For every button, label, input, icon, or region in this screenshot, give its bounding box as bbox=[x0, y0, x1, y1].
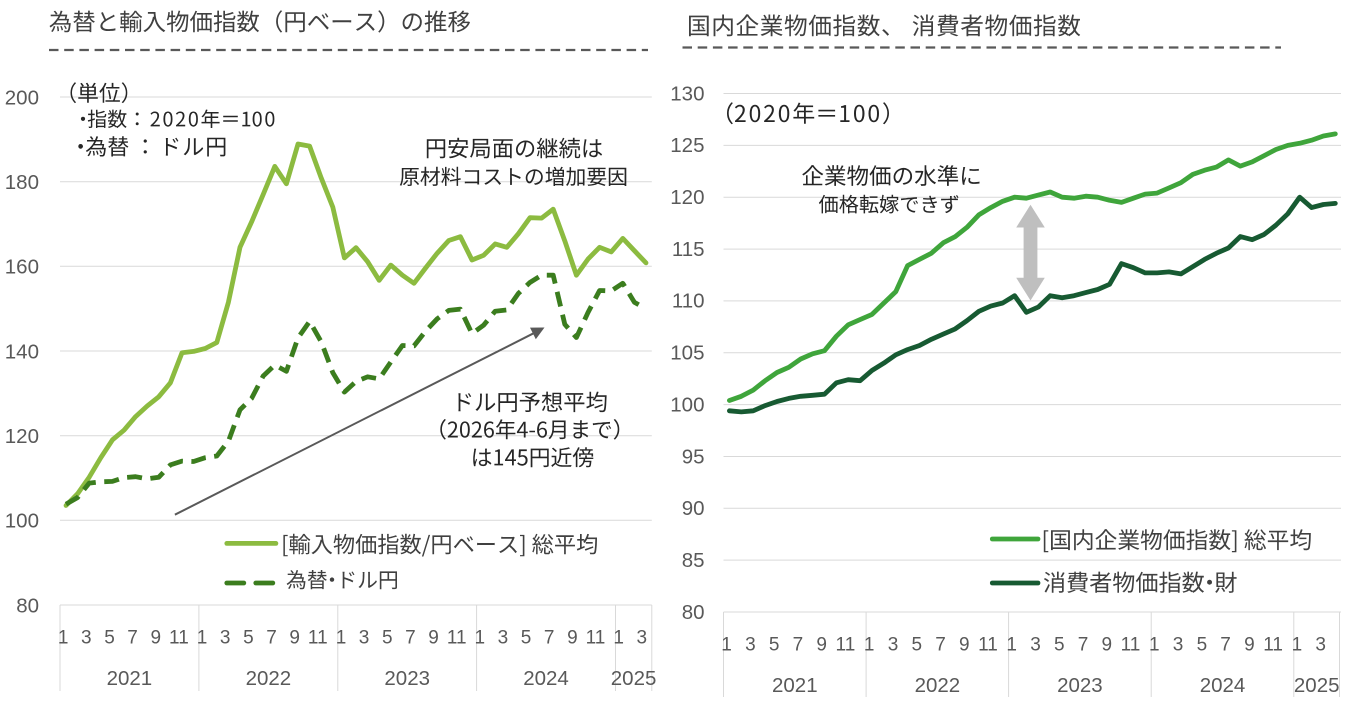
svg-text:2021: 2021 bbox=[772, 674, 818, 697]
svg-text:9: 9 bbox=[959, 635, 970, 656]
svg-text:1: 1 bbox=[58, 628, 69, 649]
svg-text:9: 9 bbox=[428, 628, 439, 649]
svg-text:2022: 2022 bbox=[246, 667, 292, 690]
svg-text:105: 105 bbox=[670, 342, 704, 365]
svg-text:200: 200 bbox=[5, 86, 39, 109]
svg-text:2025: 2025 bbox=[611, 667, 657, 690]
svg-text:100: 100 bbox=[670, 393, 704, 416]
svg-text:1: 1 bbox=[613, 628, 624, 649]
svg-text:11: 11 bbox=[447, 628, 467, 649]
svg-text:1: 1 bbox=[1006, 635, 1017, 656]
svg-text:1: 1 bbox=[475, 628, 486, 649]
svg-text:11: 11 bbox=[836, 635, 856, 656]
svg-text:1: 1 bbox=[721, 635, 732, 656]
svg-text:7: 7 bbox=[127, 628, 138, 649]
svg-text:9: 9 bbox=[567, 628, 578, 649]
svg-text:100: 100 bbox=[5, 510, 39, 533]
svg-text:2023: 2023 bbox=[384, 667, 430, 690]
svg-text:1: 1 bbox=[1149, 635, 1160, 656]
svg-text:5: 5 bbox=[1054, 635, 1065, 656]
svg-text:9: 9 bbox=[289, 628, 300, 649]
svg-text:80: 80 bbox=[16, 594, 39, 617]
svg-text:115: 115 bbox=[672, 238, 705, 261]
svg-text:11: 11 bbox=[308, 628, 328, 649]
svg-text:3: 3 bbox=[1315, 635, 1326, 656]
svg-text:125: 125 bbox=[670, 134, 704, 157]
svg-text:80: 80 bbox=[682, 601, 705, 624]
svg-text:120: 120 bbox=[670, 186, 704, 209]
svg-text:11: 11 bbox=[586, 628, 606, 649]
svg-text:3: 3 bbox=[220, 628, 231, 649]
svg-text:110: 110 bbox=[672, 290, 705, 313]
svg-text:11: 11 bbox=[169, 628, 189, 649]
svg-text:3: 3 bbox=[745, 635, 756, 656]
svg-text:2022: 2022 bbox=[915, 674, 961, 697]
svg-text:5: 5 bbox=[382, 628, 393, 649]
svg-text:140: 140 bbox=[5, 340, 39, 363]
svg-text:5: 5 bbox=[1197, 635, 1208, 656]
svg-text:3: 3 bbox=[888, 635, 899, 656]
svg-text:9: 9 bbox=[151, 628, 162, 649]
svg-text:1: 1 bbox=[336, 628, 347, 649]
svg-text:7: 7 bbox=[935, 635, 946, 656]
svg-text:7: 7 bbox=[1078, 635, 1089, 656]
svg-text:3: 3 bbox=[1030, 635, 1041, 656]
svg-text:11: 11 bbox=[978, 635, 998, 656]
svg-text:5: 5 bbox=[243, 628, 254, 649]
svg-text:3: 3 bbox=[81, 628, 92, 649]
svg-text:2023: 2023 bbox=[1057, 674, 1103, 697]
svg-text:180: 180 bbox=[5, 171, 39, 194]
svg-text:7: 7 bbox=[405, 628, 416, 649]
svg-text:1: 1 bbox=[1292, 635, 1303, 656]
svg-text:1: 1 bbox=[864, 635, 875, 656]
svg-text:5: 5 bbox=[104, 628, 115, 649]
svg-text:3: 3 bbox=[498, 628, 509, 649]
svg-text:90: 90 bbox=[682, 497, 705, 520]
svg-text:9: 9 bbox=[1102, 635, 1113, 656]
svg-text:9: 9 bbox=[1244, 635, 1255, 656]
svg-text:130: 130 bbox=[670, 82, 704, 105]
svg-text:7: 7 bbox=[1220, 635, 1231, 656]
svg-text:2025: 2025 bbox=[1294, 674, 1340, 697]
svg-text:9: 9 bbox=[816, 635, 827, 656]
svg-text:160: 160 bbox=[5, 256, 39, 279]
svg-text:3: 3 bbox=[359, 628, 370, 649]
svg-text:7: 7 bbox=[544, 628, 555, 649]
svg-text:85: 85 bbox=[682, 549, 705, 572]
svg-text:3: 3 bbox=[637, 628, 648, 649]
svg-text:5: 5 bbox=[521, 628, 532, 649]
svg-text:2024: 2024 bbox=[1200, 674, 1246, 697]
svg-text:2021: 2021 bbox=[107, 667, 153, 690]
svg-text:2024: 2024 bbox=[523, 667, 569, 690]
svg-text:120: 120 bbox=[5, 425, 39, 448]
svg-text:11: 11 bbox=[1121, 635, 1141, 656]
svg-text:3: 3 bbox=[1173, 635, 1184, 656]
svg-text:7: 7 bbox=[793, 635, 804, 656]
svg-text:5: 5 bbox=[912, 635, 923, 656]
svg-text:95: 95 bbox=[682, 445, 705, 468]
svg-text:7: 7 bbox=[266, 628, 277, 649]
svg-text:1: 1 bbox=[197, 628, 208, 649]
svg-text:5: 5 bbox=[769, 635, 780, 656]
svg-text:11: 11 bbox=[1263, 635, 1283, 656]
